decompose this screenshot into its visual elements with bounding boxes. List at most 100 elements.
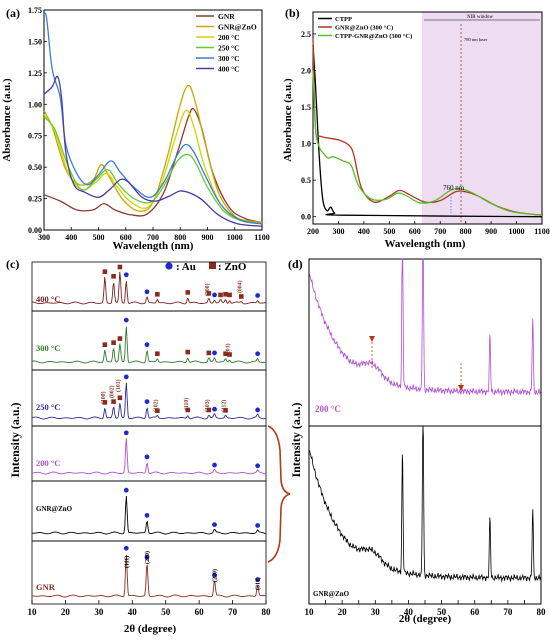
c-trace-label: 300 °C (36, 343, 60, 353)
b-ytick-label: 0.0 (301, 213, 311, 222)
a-series-line (43, 116, 263, 225)
zno-peak-marker (223, 408, 228, 413)
c-trace-label: 250 °C (36, 402, 60, 412)
a-xtick-label: 600 (120, 233, 132, 242)
a-legend-label: 400 °C (218, 65, 240, 74)
panel-d-label: (d) (288, 257, 303, 271)
zno-peak-marker (117, 395, 123, 401)
zno-peak-marker (111, 274, 116, 279)
c-trace-line (32, 495, 267, 535)
b-ytick-label: 2.0 (301, 66, 311, 75)
au-peak-marker (144, 554, 150, 560)
panel-d-xlabel: 2θ (degree) (399, 613, 452, 625)
au-peak-marker (123, 317, 129, 323)
panel-bracket (267, 425, 291, 563)
au-peak-marker (144, 454, 150, 460)
au-peak-marker (123, 487, 129, 493)
c-zno-plane-label: (100) (100, 391, 107, 404)
c-au-plane-label: (311) (255, 577, 262, 590)
b-ytick-label: 2.5 (301, 30, 311, 39)
zno-arrow-1-head (369, 336, 375, 342)
zno-peak-marker (223, 291, 228, 297)
a-ytick-label: 0.25 (28, 195, 42, 204)
c-xtick-label: 30 (94, 607, 104, 617)
a-xtick-label: 300 (38, 233, 50, 242)
b-series-line (312, 44, 543, 218)
peak-label: 760 nm (443, 184, 465, 192)
a-xtick-label: 900 (202, 233, 214, 242)
au-peak-marker (255, 407, 261, 413)
au-peak-marker (212, 572, 217, 578)
c-zno-plane-label: (103) (204, 399, 211, 412)
au-peak-marker (144, 342, 150, 348)
zno-peak-marker (102, 400, 108, 405)
a-xtick-label: 1100 (254, 233, 270, 242)
c-xtick-label: 50 (161, 607, 171, 617)
c-xtick-label: 70 (228, 607, 238, 617)
d-xtick-label: 30 (371, 607, 381, 617)
c-au-plane-label: (111) (123, 556, 130, 568)
zno-peak-marker (227, 292, 232, 298)
d-trace-line (309, 425, 542, 583)
b-xtick-label: 200 (307, 227, 319, 236)
au-peak-marker (123, 545, 129, 551)
c-trace-line (31, 382, 267, 420)
au-legend-label: : Au (176, 261, 196, 273)
panel-b-legend: CTPP GNR@ZnO (300 °C)CTPP-GNR@ZnO (300 °C… (318, 16, 412, 40)
au-peak-marker (255, 577, 261, 583)
a-ytick-label: 1.25 (28, 69, 42, 78)
c-au-plane-label: (200) (144, 551, 151, 564)
nir-window-region (422, 12, 542, 224)
a-xtick-label: 500 (93, 233, 105, 242)
au-peak-marker (255, 293, 261, 298)
a-series-line (43, 12, 263, 225)
b-xtick-label: 300 (332, 227, 344, 236)
zno-peak-marker (185, 407, 191, 413)
panel-b-ticks: 200 300 400 500 600 700 800 900 1000 1100 0.0 0.5 1.… (301, 30, 550, 236)
panel-b-frame (312, 11, 543, 225)
panel-a-label: (a) (6, 6, 20, 20)
d-xtick-label: 10 (305, 607, 315, 617)
au-peak-marker (123, 272, 129, 278)
panel-d-ticks: 10 20 30 40 50 60 70 80 (305, 600, 547, 617)
a-legend-label: GNR@ZnO (218, 23, 257, 32)
a-ytick-label: 0.50 (28, 163, 42, 172)
zno-peak-marker (155, 291, 160, 297)
d-xtick-label: 80 (537, 607, 547, 617)
c-trace-line (31, 554, 267, 598)
a-series-line (43, 109, 263, 225)
b-xtick-label: 1100 (534, 227, 550, 236)
zno-peak-marker (206, 291, 212, 296)
zno-peak-marker (111, 340, 116, 345)
panel-d-label-200: 200 °C (315, 404, 341, 414)
a-legend-label: 200 °C (218, 33, 240, 42)
b-xtick-label: 1000 (509, 227, 525, 236)
d-xtick-label: 50 (437, 607, 447, 617)
a-xtick-label: 700 (147, 233, 159, 242)
b-legend-label: CTPP (335, 16, 352, 23)
panel-d: (d) 10 20 30 40 50 60 70 80 200 °C GNR@ZnO 2θ (… (288, 257, 546, 625)
zno-peak-marker (238, 294, 244, 299)
zno-peak-marker (117, 264, 123, 270)
c-trace-line (32, 271, 267, 305)
panel-d-label-gnrzno: GNR@ZnO (313, 590, 350, 598)
laser-label: 780 nm laser (464, 37, 488, 42)
a-series-line (43, 107, 263, 224)
b-xtick-label: 700 (434, 227, 446, 236)
zno-peak-marker (185, 349, 191, 355)
a-ytick-label: 0.75 (28, 132, 42, 141)
panel-d-curves (309, 258, 542, 583)
panel-a-curves (43, 12, 263, 227)
zno-peak-marker (227, 352, 232, 357)
c-trace-label: 200 °C (36, 458, 60, 468)
a-legend-label: 250 °C (218, 44, 240, 53)
b-xtick-label: 600 (409, 227, 421, 236)
au-peak-marker (255, 463, 261, 469)
panel-c-xlabel: 2θ (degree) (124, 623, 177, 635)
d-xtick-label: 20 (338, 607, 348, 617)
a-xtick-label: 1000 (227, 233, 243, 242)
zno-peak-marker (223, 351, 228, 357)
au-peak-marker (212, 350, 217, 356)
panel-c-label: (c) (6, 257, 19, 271)
